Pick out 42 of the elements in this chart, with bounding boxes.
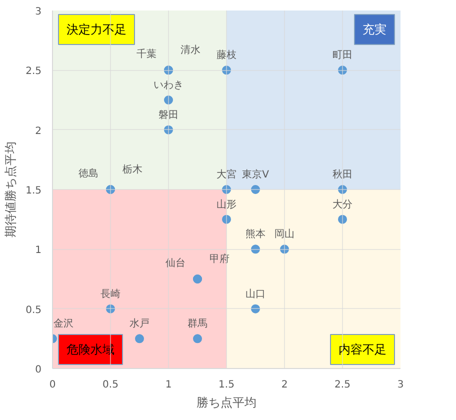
annotation: 充実 (362, 22, 386, 36)
x-tick-label: 2.5 (334, 380, 350, 390)
annotation: 山口 (246, 288, 266, 300)
annotation: 熊本 (246, 228, 266, 240)
x-tick-label: 2 (281, 380, 288, 390)
annotation: 内容不足 (338, 342, 386, 356)
annotation: 群馬 (188, 318, 208, 330)
x-tick-label: 0 (49, 380, 56, 390)
y-tick-label: 1.5 (26, 186, 42, 196)
annotation: 藤枝 (216, 49, 236, 62)
annotation: 清水 (180, 44, 200, 56)
annotation: 仙台 (166, 257, 186, 269)
annotation: 秋田 (332, 168, 352, 180)
y-tick-label: 0 (35, 364, 42, 376)
annotation: 甲府 (210, 253, 230, 265)
annotation: 町田 (332, 50, 352, 62)
annotation: 千葉 (136, 48, 156, 60)
annotation: 大宮 (216, 168, 236, 180)
annotation: 山形 (216, 198, 236, 210)
annotation: 徳島 (78, 168, 98, 180)
annotation: 栃木 (122, 164, 142, 176)
x-tick-label: 0.5 (102, 380, 118, 390)
annotation: 水戸 (130, 318, 150, 330)
annotation: 金沢 (54, 318, 74, 330)
y-tick-label: 2 (35, 126, 42, 137)
x-tick-label: 1 (165, 380, 172, 390)
annotation: 大分 (332, 198, 352, 210)
x-tick-label: 3 (397, 380, 404, 390)
x-tick-label: 1.5 (218, 380, 234, 390)
annotation: 磐田 (158, 108, 178, 121)
annotation: 決定力不足 (66, 22, 126, 36)
y-tick-label: 0.5 (26, 304, 42, 316)
annotation: 危険水域 (66, 342, 114, 356)
annotation: 長崎 (100, 288, 120, 300)
annotation: 岡山 (274, 228, 294, 240)
y-tick-label: 1 (35, 245, 42, 256)
annotation: いわき (154, 80, 184, 91)
y-tick-label: 3 (35, 6, 42, 18)
y-axis-title: 期待値勝ち点平均 (4, 142, 18, 238)
y-tick-label: 2.5 (26, 66, 42, 78)
x-axis-title: 勝ち点平均 (196, 396, 256, 410)
annotation: 東京V (242, 168, 270, 180)
